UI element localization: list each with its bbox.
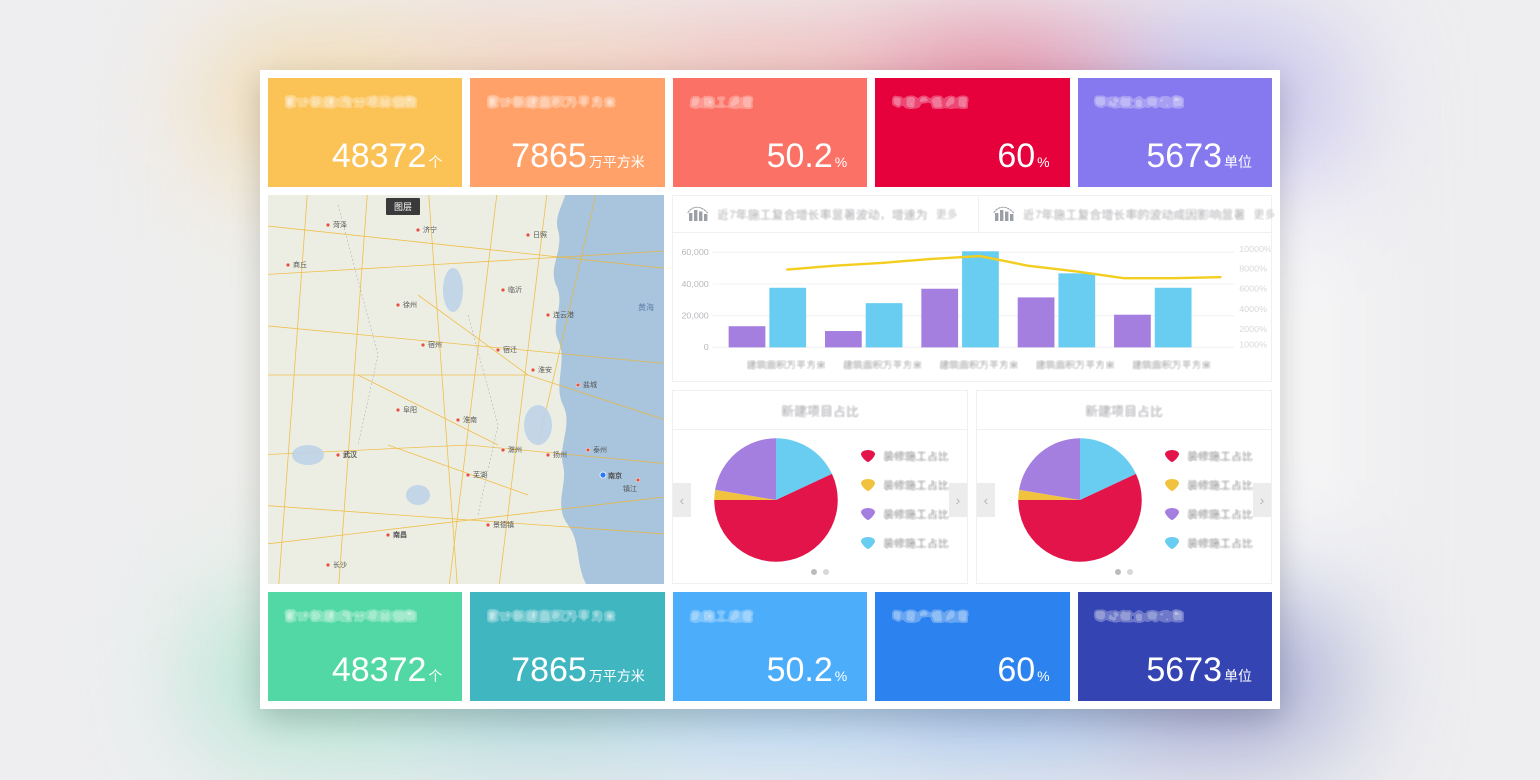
svg-text:扬州: 扬州 — [553, 450, 567, 459]
svg-text:连云港: 连云港 — [553, 310, 574, 319]
svg-text:徐州: 徐州 — [403, 300, 417, 309]
svg-text:建筑面积万平方米: 建筑面积万平方米 — [843, 359, 923, 372]
svg-text:60,000: 60,000 — [681, 247, 708, 257]
svg-text:20,000: 20,000 — [681, 311, 708, 321]
svg-text:建筑面积万平方米: 建筑面积万平方米 — [747, 359, 827, 372]
svg-text:镇江: 镇江 — [623, 484, 637, 493]
svg-text:宿州: 宿州 — [428, 340, 442, 349]
svg-text:宿迁: 宿迁 — [503, 345, 517, 354]
svg-text:淮安: 淮安 — [538, 365, 552, 374]
svg-text:临沂: 临沂 — [508, 285, 522, 294]
svg-text:40,000: 40,000 — [681, 279, 708, 289]
svg-text:黄海: 黄海 — [638, 302, 654, 312]
svg-text:南京: 南京 — [608, 471, 622, 480]
svg-text:长沙: 长沙 — [333, 560, 347, 569]
svg-text:淮南: 淮南 — [463, 415, 477, 424]
svg-text:8000%: 8000% — [1239, 264, 1267, 274]
svg-text:武汉: 武汉 — [343, 450, 358, 459]
svg-text:菏泽: 菏泽 — [333, 220, 347, 229]
svg-text:1000%: 1000% — [1239, 339, 1267, 349]
svg-text:景德镇: 景德镇 — [493, 520, 514, 529]
svg-text:建筑面积万平方米: 建筑面积万平方米 — [1036, 359, 1116, 372]
svg-text:0: 0 — [704, 342, 709, 352]
svg-text:4000%: 4000% — [1239, 304, 1267, 314]
svg-text:2000%: 2000% — [1239, 324, 1267, 334]
svg-text:芜湖: 芜湖 — [473, 470, 487, 479]
svg-text:建筑面积万平方米: 建筑面积万平方米 — [1132, 359, 1212, 372]
svg-text:10000%: 10000% — [1239, 244, 1271, 254]
svg-text:济宁: 济宁 — [423, 225, 437, 234]
svg-text:南昌: 南昌 — [393, 530, 407, 539]
svg-text:滁州: 滁州 — [508, 445, 522, 454]
svg-text:日照: 日照 — [533, 231, 547, 239]
svg-text:泰州: 泰州 — [593, 445, 607, 454]
svg-text:6000%: 6000% — [1239, 284, 1267, 294]
svg-text:盐城: 盐城 — [583, 380, 597, 389]
svg-text:商丘: 商丘 — [293, 260, 307, 269]
svg-text:建筑面积万平方米: 建筑面积万平方米 — [939, 359, 1019, 372]
svg-text:阜阳: 阜阳 — [403, 405, 417, 414]
